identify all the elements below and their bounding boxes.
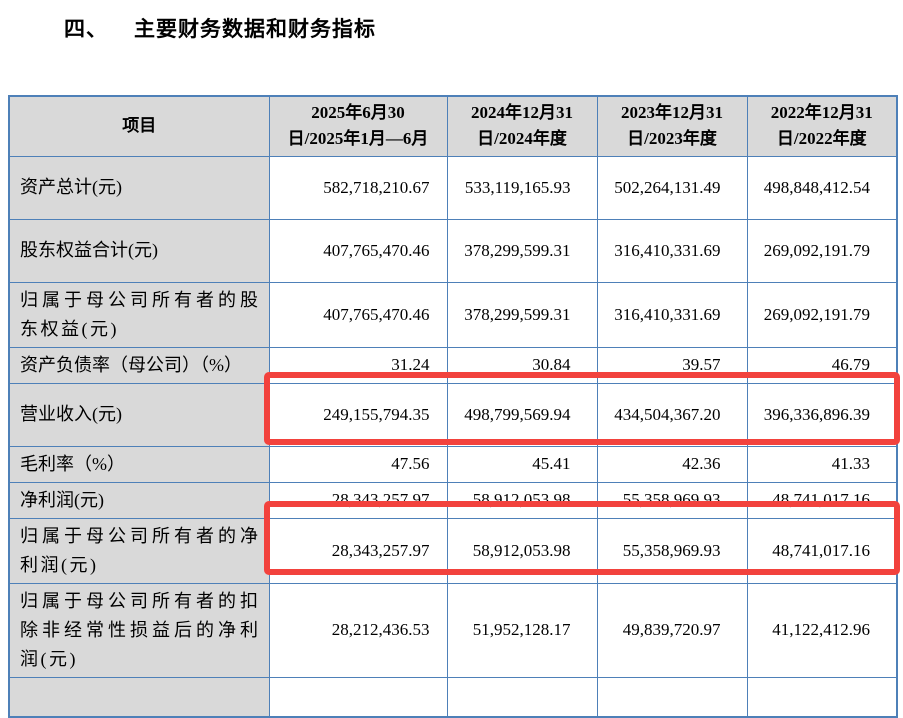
value-cell: 498,799,569.94 <box>446 382 598 447</box>
table-row: 净利润(元) 28,343,257.97 58,912,053.98 55,358,9… <box>8 481 898 519</box>
table-row: 归属于母公司所有者的股东权益(元) 407,765,470.46 378,299,5… <box>8 281 898 348</box>
financial-table: 项目 2025年6月30日/2025年1月—6月 2024年12月31日/2024年… <box>8 95 898 718</box>
value-cell <box>268 676 448 718</box>
value-cell: 42.36 <box>596 445 748 483</box>
value-cell: 28,212,436.53 <box>268 582 448 678</box>
table-row: 资产负债率（母公司）（%） 31.24 30.84 39.57 46.79 <box>8 346 898 384</box>
col-header-period: 2023年12月31日/2023年度 <box>596 95 748 157</box>
row-label: 归属于母公司所有者的股东权益(元) <box>8 281 270 348</box>
value-cell: 45.41 <box>446 445 598 483</box>
financial-table-wrap: 项目 2025年6月30日/2025年1月—6月 2024年12月31日/2024年… <box>8 95 900 718</box>
table-row-cutoff <box>8 676 898 718</box>
value-cell: 31.24 <box>268 346 448 384</box>
col-header-period: 2025年6月30日/2025年1月—6月 <box>268 95 448 157</box>
value-cell: 46.79 <box>746 346 898 384</box>
row-label: 净利润(元) <box>8 481 270 519</box>
value-cell: 316,410,331.69 <box>596 281 748 348</box>
row-label: 归属于母公司所有者的扣除非经常性损益后的净利润(元) <box>8 582 270 678</box>
value-cell <box>446 676 598 718</box>
col-header-period: 2024年12月31日/2024年度 <box>446 95 598 157</box>
value-cell: 434,504,367.20 <box>596 382 748 447</box>
row-label: 毛利率（%） <box>8 445 270 483</box>
value-cell: 582,718,210.67 <box>268 155 448 220</box>
table-row: 营业收入(元) 249,155,794.35 498,799,569.94 434,5… <box>8 382 898 447</box>
value-cell: 58,912,053.98 <box>446 517 598 584</box>
value-cell: 269,092,191.79 <box>746 218 898 283</box>
row-label: 营业收入(元) <box>8 382 270 447</box>
table-row: 毛利率（%） 47.56 45.41 42.36 41.33 <box>8 445 898 483</box>
value-cell: 533,119,165.93 <box>446 155 598 220</box>
row-label: 资产总计(元) <box>8 155 270 220</box>
table-row: 股东权益合计(元) 407,765,470.46 378,299,599.31 316… <box>8 218 898 283</box>
value-cell: 48,741,017.16 <box>746 517 898 584</box>
value-cell: 407,765,470.46 <box>268 281 448 348</box>
value-cell: 316,410,331.69 <box>596 218 748 283</box>
value-cell: 55,358,969.93 <box>596 481 748 519</box>
section-title: 四、 主要财务数据和财务指标 <box>64 13 376 43</box>
row-label <box>8 676 270 718</box>
value-cell: 502,264,131.49 <box>596 155 748 220</box>
row-label: 股东权益合计(元) <box>8 218 270 283</box>
row-label: 归属于母公司所有者的净利润(元) <box>8 517 270 584</box>
header-row: 项目 2025年6月30日/2025年1月—6月 2024年12月31日/2024年… <box>8 95 898 157</box>
value-cell <box>596 676 748 718</box>
value-cell: 51,952,128.17 <box>446 582 598 678</box>
value-cell: 407,765,470.46 <box>268 218 448 283</box>
value-cell: 55,358,969.93 <box>596 517 748 584</box>
value-cell: 41.33 <box>746 445 898 483</box>
value-cell: 28,343,257.97 <box>268 517 448 584</box>
document-page: { "page": { "section_no": "四、", "section… <box>8 13 900 718</box>
section-title-text: 主要财务数据和财务指标 <box>134 17 376 41</box>
value-cell: 49,839,720.97 <box>596 582 748 678</box>
col-header-period: 2022年12月31日/2022年度 <box>746 95 898 157</box>
value-cell: 48,741,017.16 <box>746 481 898 519</box>
value-cell: 39.57 <box>596 346 748 384</box>
value-cell: 269,092,191.79 <box>746 281 898 348</box>
row-label: 资产负债率（母公司）（%） <box>8 346 270 384</box>
value-cell: 396,336,896.39 <box>746 382 898 447</box>
value-cell: 378,299,599.31 <box>446 218 598 283</box>
value-cell: 378,299,599.31 <box>446 281 598 348</box>
table-row: 归属于母公司所有者的净利润(元) 28,343,257.97 58,912,053.… <box>8 517 898 584</box>
section-number: 四、 <box>64 17 108 41</box>
table-row: 资产总计(元) 582,718,210.67 533,119,165.93 502,2… <box>8 155 898 220</box>
value-cell: 47.56 <box>268 445 448 483</box>
table-body: 资产总计(元) 582,718,210.67 533,119,165.93 502,2… <box>8 155 898 718</box>
value-cell <box>746 676 898 718</box>
value-cell: 58,912,053.98 <box>446 481 598 519</box>
value-cell: 498,848,412.54 <box>746 155 898 220</box>
value-cell: 28,343,257.97 <box>268 481 448 519</box>
value-cell: 41,122,412.96 <box>746 582 898 678</box>
col-header-item: 项目 <box>8 95 270 157</box>
value-cell: 249,155,794.35 <box>268 382 448 447</box>
value-cell: 30.84 <box>446 346 598 384</box>
table-row: 归属于母公司所有者的扣除非经常性损益后的净利润(元) 28,212,436.53 5… <box>8 582 898 678</box>
